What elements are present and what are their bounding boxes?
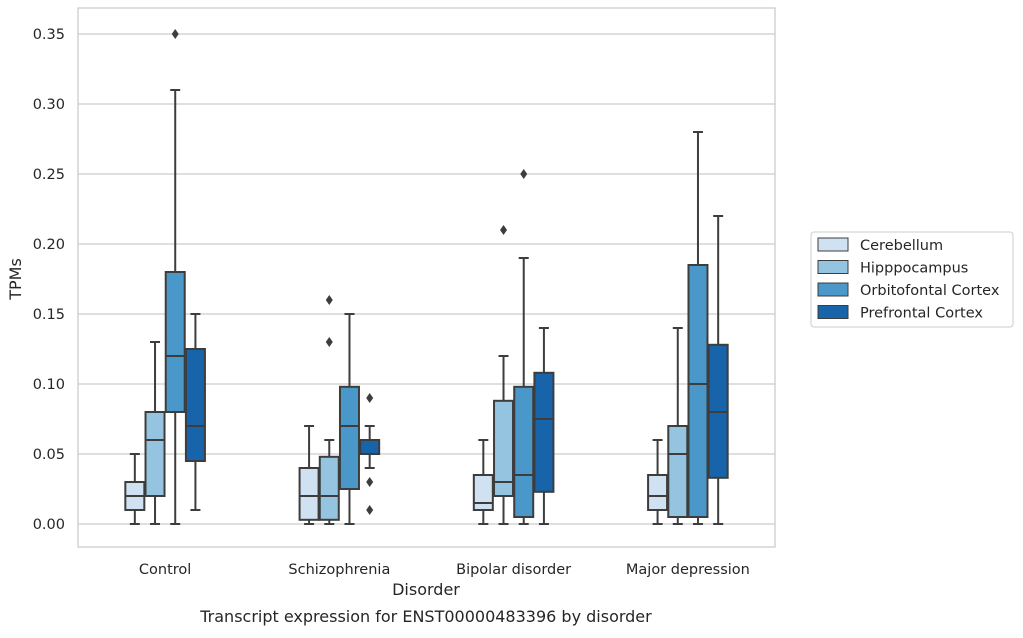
outlier-point xyxy=(171,29,179,39)
box-group xyxy=(667,327,689,525)
y-tick-label: 0.30 xyxy=(33,97,65,113)
box-group xyxy=(513,169,535,525)
x-axis-title: Disorder xyxy=(392,580,460,599)
outlier-point xyxy=(366,477,374,487)
legend-frame xyxy=(810,231,1014,328)
box-iqr xyxy=(687,264,709,518)
y-tick-labels: 0.00 0.05 0.10 0.15 0.20 0.25 0.30 0.35 xyxy=(33,27,65,533)
box-group xyxy=(298,425,320,525)
box-iqr xyxy=(164,271,186,413)
legend-swatch xyxy=(817,237,849,252)
y-tick-label: 0.15 xyxy=(33,307,65,323)
box-iqr xyxy=(513,385,535,518)
x-tick-labels: Control Schizophrenia Bipolar disorder Majo… xyxy=(139,562,750,578)
chart-caption: Transcript expression for ENST0000048339… xyxy=(199,607,652,626)
outlier-point xyxy=(366,505,374,515)
box-iqr xyxy=(647,474,669,511)
x-tick-label: Control xyxy=(139,562,191,578)
plot-frame xyxy=(77,7,776,548)
box-group xyxy=(687,131,709,525)
box-group xyxy=(533,327,555,525)
box-iqr xyxy=(144,411,166,497)
legend-label: Hipppocampus xyxy=(860,261,968,277)
y-tick-label: 0.35 xyxy=(33,27,65,43)
outlier-point xyxy=(520,169,528,179)
legend-items: Cerebellum Hipppocampus Orbitofontal Corte… xyxy=(817,237,1000,322)
box-group xyxy=(472,439,494,525)
y-tick-label: 0.05 xyxy=(33,447,65,463)
y-tick-label: 0.25 xyxy=(33,167,65,183)
box-iqr xyxy=(493,399,515,497)
box-iqr xyxy=(667,425,689,518)
y-tick-label: 0.10 xyxy=(33,377,65,393)
y-axis-title: TPMs xyxy=(6,258,25,301)
box-group xyxy=(707,215,729,525)
legend-label: Cerebellum xyxy=(860,238,943,254)
box-group xyxy=(359,393,381,515)
outlier-point xyxy=(325,337,333,347)
box-iqr xyxy=(533,371,555,493)
outlier-point xyxy=(366,393,374,403)
x-tick-label: Schizophrenia xyxy=(288,562,390,578)
box-group xyxy=(144,341,166,525)
box-iqr xyxy=(184,348,206,462)
boxes-layer xyxy=(124,29,729,525)
box-iqr xyxy=(359,439,381,455)
legend-swatch xyxy=(817,260,849,274)
box-group xyxy=(184,313,206,511)
box-group xyxy=(164,29,186,525)
box-group xyxy=(124,453,146,525)
x-tick-label: Major depression xyxy=(626,562,750,578)
legend-swatch xyxy=(817,282,849,297)
box-group xyxy=(647,439,669,525)
box-iqr xyxy=(298,467,320,521)
legend-swatch xyxy=(817,305,849,319)
box-iqr xyxy=(318,455,340,521)
box-iqr xyxy=(338,385,360,490)
x-tick-label: Bipolar disorder xyxy=(456,562,571,578)
legend: Cerebellum Hipppocampus Orbitofontal Corte… xyxy=(810,231,1014,328)
y-tick-label: 0.00 xyxy=(33,517,65,533)
legend-label: Prefrontal Cortex xyxy=(860,306,983,322)
y-tick-label: 0.20 xyxy=(33,237,65,253)
outlier-point xyxy=(325,295,333,305)
box-iqr xyxy=(472,474,494,511)
box-group xyxy=(318,295,340,525)
outlier-point xyxy=(500,225,508,235)
box-group xyxy=(338,313,360,525)
box-group xyxy=(493,225,515,525)
legend-label: Orbitofontal Cortex xyxy=(860,283,1000,299)
